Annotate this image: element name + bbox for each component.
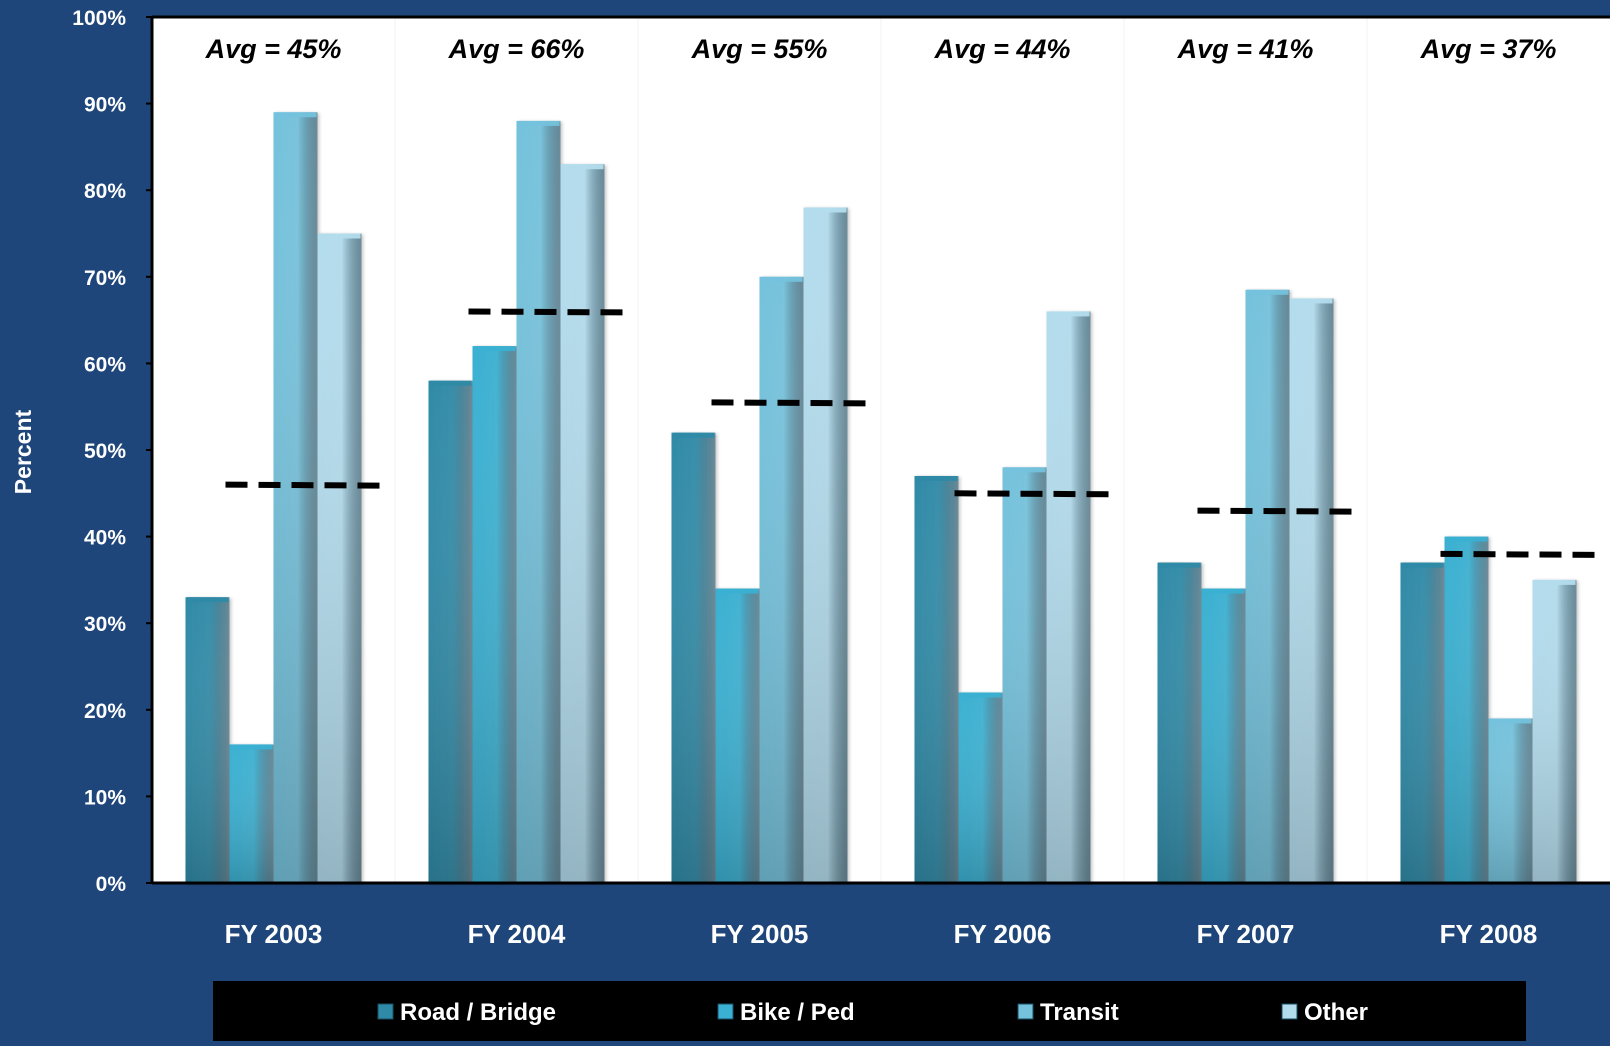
average-line-fy-2008 — [1440, 550, 1599, 558]
average-lines: Avg = 45% Avg = 66% Avg = 55% Avg = 44% Avg … — [205, 34, 1599, 558]
bar-shade — [914, 475, 959, 883]
legend-swatch — [377, 1003, 394, 1020]
bar-shade — [803, 207, 848, 883]
bar-shade — [1400, 562, 1445, 883]
y-tick-label: 10% — [84, 786, 126, 809]
average-label: Avg = 66% — [448, 34, 585, 64]
x-category-label: FY 2003 — [225, 919, 323, 949]
y-tick-label: 0% — [96, 873, 127, 896]
y-tick-labels: 0% 10% 20% 30% 40% 50% 60% 70% 80% 90% 100% — [72, 7, 126, 896]
bar-top-cap — [716, 588, 759, 594]
bar-top-cap — [1401, 562, 1444, 568]
average-line-fy-2006 — [954, 490, 1113, 498]
bar-top-cap — [760, 276, 803, 282]
bar-shade — [1289, 298, 1334, 883]
bar-shade — [317, 233, 362, 883]
bar-top-cap — [517, 120, 560, 126]
bar-shade — [715, 588, 760, 883]
legend-label: Transit — [1040, 999, 1119, 1026]
bars — [185, 112, 1577, 884]
bar-top-cap — [1290, 298, 1333, 304]
axes — [146, 15, 1610, 885]
y-tick-label: 40% — [84, 527, 126, 550]
x-category-label: FY 2008 — [1440, 919, 1538, 949]
y-tick-label: 100% — [72, 7, 126, 30]
bar-top-cap — [230, 744, 273, 750]
legend-box — [213, 981, 1526, 1041]
legend-swatch — [717, 1003, 734, 1020]
bar-top-cap — [804, 207, 847, 213]
bar-shade — [1532, 579, 1577, 883]
bar-top-cap — [959, 692, 1002, 698]
y-axis-label: Percent — [10, 409, 36, 494]
average-label: Avg = 41% — [1177, 34, 1314, 64]
bar-shade — [560, 164, 605, 884]
average-line-fy-2004 — [468, 308, 627, 316]
average-label: Avg = 44% — [934, 34, 1071, 64]
bar-shade — [1488, 718, 1533, 883]
bar-shade — [472, 346, 517, 884]
bar-top-cap — [1047, 311, 1090, 317]
y-tick-label: 80% — [84, 180, 126, 203]
x-category-label: FY 2007 — [1197, 919, 1295, 949]
legend-swatch — [1017, 1003, 1034, 1020]
bar-shade — [273, 112, 318, 883]
x-category-label: FY 2005 — [711, 919, 809, 949]
bar-shade — [958, 692, 1003, 883]
x-category-label: FY 2004 — [468, 919, 566, 949]
bar-shade — [1245, 289, 1290, 883]
y-tick-label: 70% — [84, 267, 126, 290]
grid-lines — [394, 17, 1368, 883]
bar-shade — [1046, 311, 1091, 883]
legend-label: Other — [1304, 999, 1368, 1026]
bar-shade — [229, 744, 274, 883]
average-line-fy-2003 — [225, 481, 384, 489]
bar-top-cap — [1489, 718, 1532, 724]
bar-top-cap — [318, 233, 361, 239]
legend-label: Bike / Ped — [740, 999, 855, 1026]
legend-label: Road / Bridge — [400, 999, 556, 1026]
bar-shade — [1002, 467, 1047, 883]
bar-top-cap — [915, 475, 958, 481]
bar-top-cap — [473, 346, 516, 352]
average-label: Avg = 37% — [1420, 34, 1557, 64]
bar-top-cap — [672, 432, 715, 438]
bar-shade — [1201, 588, 1246, 883]
y-tick-label: 20% — [84, 700, 126, 723]
bar-shade — [1444, 536, 1489, 883]
bar-top-cap — [561, 164, 604, 170]
bar-top-cap — [1003, 467, 1046, 473]
average-label: Avg = 45% — [205, 34, 342, 64]
legend: Road / Bridge Bike / Ped Transit Other — [377, 999, 1368, 1026]
average-line-fy-2007 — [1197, 507, 1356, 515]
bar-top-cap — [186, 597, 229, 603]
bar-shade — [671, 432, 716, 883]
legend-swatch — [1281, 1003, 1298, 1020]
average-label: Avg = 55% — [691, 34, 828, 64]
bar-top-cap — [1158, 562, 1201, 568]
x-category-label: FY 2006 — [954, 919, 1052, 949]
y-tick-label: 30% — [84, 613, 126, 636]
bar-shade — [185, 597, 230, 883]
bar-top-cap — [429, 380, 472, 386]
bar-top-cap — [1533, 579, 1576, 585]
bar-top-cap — [1202, 588, 1245, 594]
bar-top-cap — [1246, 289, 1289, 295]
bar-shade — [1157, 562, 1202, 883]
bar-top-cap — [274, 112, 317, 118]
bar-shade — [516, 120, 561, 884]
y-tick-label: 90% — [84, 94, 126, 117]
y-tick-label: 60% — [84, 353, 126, 376]
x-category-labels: FY 2003 FY 2004 FY 2005 FY 2006 FY 2007 FY 20… — [225, 919, 1538, 949]
bar-shade — [759, 276, 804, 883]
average-line-fy-2005 — [711, 399, 870, 407]
bar-top-cap — [1445, 536, 1488, 542]
bar-shade — [428, 380, 473, 883]
y-tick-label: 50% — [84, 440, 126, 463]
